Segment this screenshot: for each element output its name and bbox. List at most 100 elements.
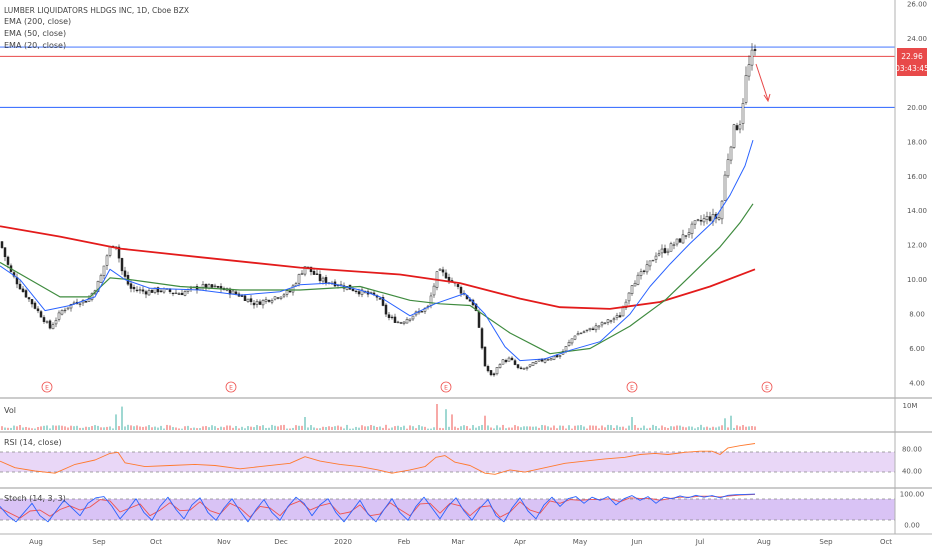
candle-body [216, 285, 220, 288]
volume-bar [175, 427, 177, 430]
volume-bar [688, 426, 690, 430]
candle-body [534, 361, 538, 364]
candle-body [588, 327, 592, 331]
volume-bar [595, 425, 597, 430]
candle-body [402, 321, 406, 324]
candle-body [564, 346, 568, 352]
volume-bar [745, 426, 747, 430]
volume-bar [493, 428, 495, 430]
earnings-marker[interactable] [225, 381, 237, 393]
earnings-marker[interactable] [626, 381, 638, 393]
time-tick-label: Aug [29, 538, 43, 546]
volume-bar [379, 426, 381, 430]
stoch-d-line[interactable] [0, 493, 756, 519]
volume-bar [82, 427, 84, 430]
volume-bar [625, 428, 627, 430]
earnings-marker[interactable] [761, 381, 773, 393]
price-tick-label: 18.00 [907, 138, 927, 146]
ema200-legend[interactable]: EMA (200, close) [4, 17, 72, 26]
candle-body [396, 321, 400, 324]
candle-body [48, 320, 52, 329]
volume-bar [643, 425, 645, 430]
volume-bar [349, 428, 351, 430]
volume-bar [550, 427, 552, 430]
rsi-label[interactable]: RSI (14, close) [4, 438, 62, 447]
ema50-legend[interactable]: EMA (50, close) [4, 29, 67, 38]
candle-body [243, 295, 247, 301]
volume-bar [409, 425, 411, 430]
earnings-marker-label: E [630, 385, 634, 392]
candle-body [303, 266, 307, 275]
volume-bar [232, 427, 234, 430]
volume-bar [52, 425, 54, 430]
volume-bar [187, 425, 189, 430]
volume-bar [352, 428, 354, 430]
candle-body [318, 274, 322, 282]
price-tick-label: 20.00 [907, 104, 927, 112]
ema20-legend[interactable]: EMA (20, close) [4, 41, 67, 50]
volume-bar [241, 426, 243, 430]
earnings-marker[interactable] [440, 381, 452, 393]
candle-body [480, 328, 484, 349]
stoch-pane[interactable] [0, 493, 895, 523]
earnings-marker-label: E [229, 385, 233, 392]
candle-body [615, 315, 619, 318]
volume-bar [658, 428, 660, 430]
candle-body [609, 320, 613, 322]
candle-body [732, 124, 736, 148]
price-pane-bg [0, 0, 895, 398]
volume-bar [88, 427, 90, 430]
candle-body [447, 276, 451, 281]
volume-bar [346, 424, 348, 430]
volume-bar [733, 427, 735, 430]
volume-bar [145, 426, 147, 430]
candle-body [645, 264, 649, 273]
candle-body [45, 321, 49, 323]
candle-body [654, 255, 658, 260]
stoch-k-line[interactable] [0, 493, 756, 523]
candle-body [441, 269, 445, 273]
volume-bar [58, 425, 60, 430]
candle-body [324, 277, 328, 284]
ema20-line[interactable] [0, 139, 754, 362]
candle-body [315, 273, 319, 275]
candle-body [690, 223, 694, 234]
earnings-marker-label: E [45, 385, 49, 392]
volume-label[interactable]: Vol [4, 406, 16, 415]
volume-bar [421, 426, 423, 430]
candle-body [459, 286, 463, 294]
ema200-line[interactable] [0, 225, 756, 310]
volume-pane[interactable] [1, 404, 756, 430]
price-tick-label: 26.00 [907, 1, 927, 9]
volume-bar [4, 427, 6, 430]
chart-title[interactable]: LUMBER LIQUIDATORS HLDGS INC, 1D, Cboe B… [4, 6, 189, 15]
volume-bar [238, 428, 240, 430]
candle-body [378, 298, 382, 300]
volume-bar [271, 424, 273, 430]
volume-bar [661, 425, 663, 430]
rsi-line[interactable] [0, 443, 756, 475]
stoch-label[interactable]: Stoch (14, 3, 3) [4, 494, 66, 503]
price-axis[interactable]: 26.0024.0022.0020.0018.0016.0014.0012.00… [900, 1, 927, 530]
volume-bar [394, 426, 396, 430]
volume-bar [703, 427, 705, 430]
time-axis[interactable]: Aug Sep Oct Nov Dec 2020 Feb Mar Apr May Jun Jul Aug… [29, 538, 892, 546]
volume-bar [313, 427, 315, 430]
volume-bar [256, 425, 258, 430]
candle-body [621, 307, 625, 317]
time-tick-label: May [573, 538, 587, 546]
candle-body [255, 301, 259, 305]
rsi-pane[interactable] [0, 443, 895, 475]
volume-bar [202, 426, 204, 430]
candle-body [720, 200, 724, 220]
candle-body [531, 362, 535, 366]
volume-bar [463, 425, 465, 430]
volume-bar [7, 427, 9, 430]
volume-bar [553, 425, 555, 430]
candle-body [321, 277, 325, 282]
candle-body [276, 297, 280, 299]
candle-body [492, 373, 496, 376]
earnings-marker[interactable] [41, 381, 53, 393]
